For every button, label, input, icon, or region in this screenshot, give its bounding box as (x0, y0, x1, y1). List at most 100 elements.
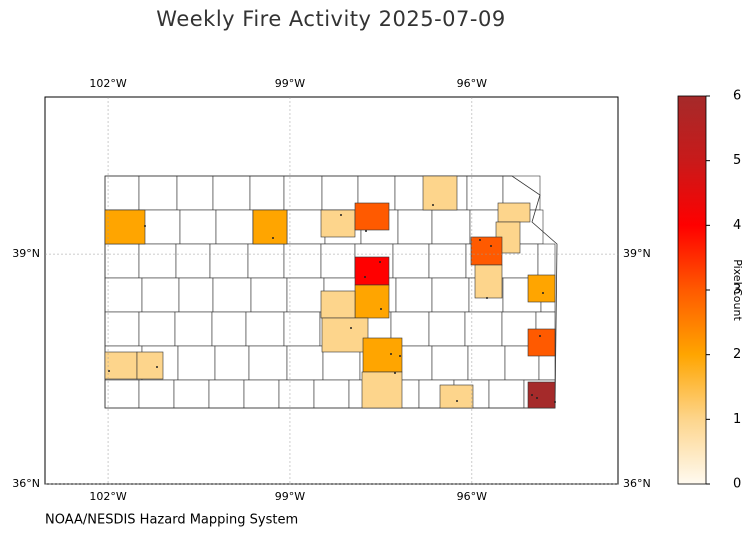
county (278, 379, 315, 409)
colorbar-tick-label: 3 (733, 283, 741, 298)
fire-point (542, 292, 544, 294)
colorbar-tick-label: 0 (733, 477, 741, 492)
county (250, 277, 288, 313)
fire-county (470, 236, 503, 266)
y-tick-label: 39°N (12, 247, 40, 260)
fire-county (104, 351, 138, 380)
county (464, 311, 503, 347)
fire-county (320, 209, 356, 238)
county (174, 311, 213, 347)
county (175, 243, 211, 279)
colorbar-tick-label: 2 (733, 347, 741, 362)
y-tick-label: 36°N (12, 477, 40, 490)
county (104, 175, 140, 211)
fire-county (474, 264, 503, 299)
county (178, 277, 214, 313)
fire-county (320, 290, 356, 319)
x-tick-label: 96°W (457, 490, 487, 503)
fire-point (364, 276, 366, 278)
county (397, 209, 433, 245)
fire-county (527, 328, 556, 357)
county (321, 175, 359, 211)
county (286, 209, 326, 245)
county (138, 175, 178, 211)
fire-point (432, 204, 434, 206)
county (141, 209, 181, 245)
fire-point (554, 401, 556, 403)
county (428, 243, 467, 279)
y-tick-label: 36°N (623, 477, 651, 490)
county (320, 243, 356, 279)
x-tick-label: 102°W (89, 77, 126, 90)
title: Weekly Fire Activity 2025-07-09 (156, 7, 505, 31)
county (211, 311, 247, 347)
fire-point (380, 308, 382, 310)
county (243, 379, 280, 409)
fire-county (104, 209, 146, 245)
fire-point (394, 372, 396, 374)
county (138, 379, 175, 409)
county (215, 209, 254, 245)
fire-county (422, 175, 458, 211)
fire-point (479, 239, 481, 241)
county (286, 345, 324, 381)
county (104, 379, 140, 409)
county (283, 243, 322, 279)
county (248, 345, 288, 381)
source: NOAA/NESDIS Hazard Mapping System (45, 513, 298, 528)
county (141, 277, 180, 313)
fire-county (361, 371, 403, 409)
county (313, 379, 350, 409)
colorbar-label: Pixel Count (731, 259, 744, 321)
fire-county (497, 202, 531, 223)
county (138, 243, 177, 279)
fire-county (354, 284, 390, 319)
county (283, 175, 323, 211)
fire-point (156, 366, 158, 368)
fire-point (536, 397, 538, 399)
county (395, 277, 433, 313)
county (428, 311, 466, 347)
fire-county (354, 202, 390, 231)
fire-county (136, 351, 164, 380)
x-tick-label: 102°W (89, 490, 126, 503)
fire-county (527, 274, 556, 303)
county-grid (104, 175, 558, 409)
county (212, 175, 251, 211)
fire-point (490, 245, 492, 247)
county (286, 277, 325, 313)
county (537, 243, 556, 279)
county (431, 277, 470, 313)
county (466, 175, 504, 211)
fire-point (539, 335, 541, 337)
county (104, 277, 143, 313)
county (245, 311, 285, 347)
y-tick-label: 39°N (623, 247, 651, 260)
fire-county (321, 317, 369, 353)
county (283, 311, 321, 347)
county (104, 243, 140, 279)
county (488, 379, 525, 409)
county (209, 243, 249, 279)
map-frame (44, 96, 619, 485)
county (212, 277, 252, 313)
fire-point (531, 394, 533, 396)
fire-point (108, 370, 110, 372)
county (176, 175, 214, 211)
county (431, 209, 471, 245)
fire-county (252, 209, 288, 245)
fire-point (272, 237, 274, 239)
fire-county (439, 384, 474, 409)
fire-point (350, 327, 352, 329)
fire-point (486, 297, 488, 299)
colorbar-tick-label: 1 (733, 412, 741, 427)
county (179, 209, 217, 245)
fire-point (379, 261, 381, 263)
county (173, 379, 210, 409)
county (467, 345, 506, 381)
county (214, 345, 250, 381)
colorbar-tick-label: 6 (733, 89, 741, 104)
fire-point (340, 214, 342, 216)
county (431, 345, 469, 381)
